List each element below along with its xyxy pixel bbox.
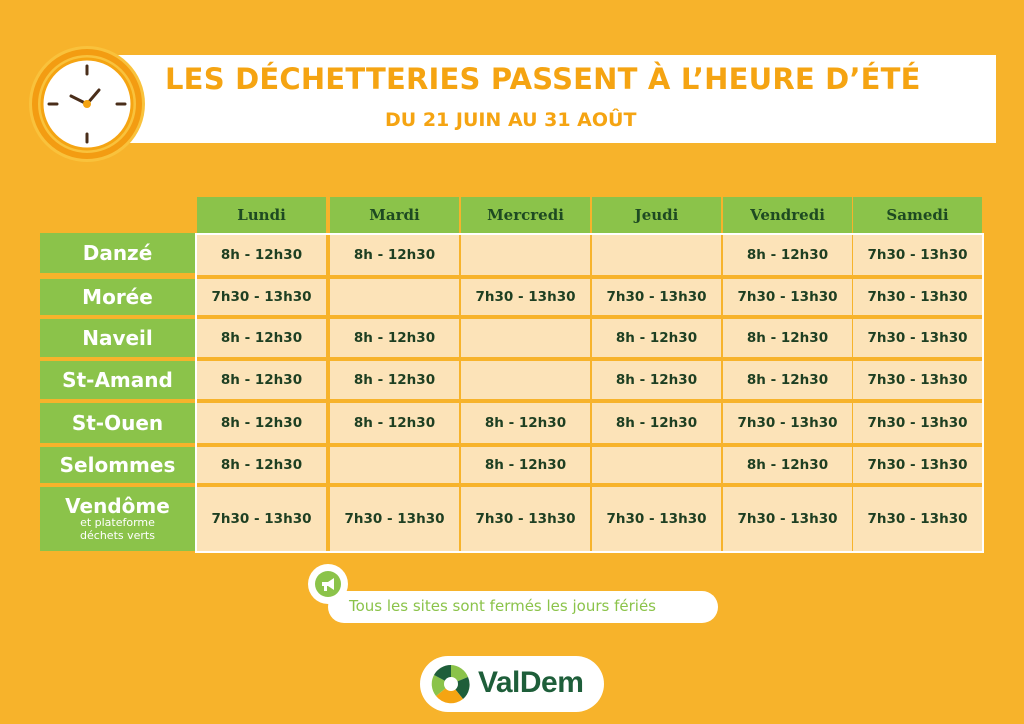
site-label: Naveil [40, 319, 195, 357]
schedule-cell: 8h - 12h30 [197, 235, 326, 275]
site-name: Morée [82, 284, 153, 309]
schedule-cell: 7h30 - 13h30 [197, 487, 326, 551]
schedule-cell: 7h30 - 13h30 [723, 487, 852, 551]
notice-text: Tous les sites sont fermés les jours fér… [349, 597, 656, 615]
clock-icon [27, 44, 147, 164]
site-note: et plateforme [80, 515, 155, 529]
schedule-cell: 7h30 - 13h30 [330, 487, 459, 551]
schedule-cell: 7h30 - 13h30 [197, 279, 326, 315]
day-header-mercredi: Mercredi [461, 197, 590, 233]
schedule-cell: 8h - 12h30 [197, 447, 326, 483]
schedule-table: Lundi Mardi Mercredi Jeudi Vendredi Samedi Dan… [40, 197, 984, 553]
site-name: Vendôme [65, 493, 170, 518]
site-name: St-Amand [62, 367, 173, 392]
schedule-grid: Lundi Mardi Mercredi Jeudi Vendredi Samedi Dan… [40, 197, 984, 553]
notice-pill [328, 591, 718, 623]
site-name: Danzé [82, 240, 153, 265]
megaphone-icon [308, 564, 348, 604]
day-header-mardi: Mardi [330, 197, 459, 233]
schedule-cell: 8h - 12h30 [461, 403, 590, 443]
site-label: Selommes [40, 447, 195, 483]
schedule-cell: 8h - 12h30 [592, 361, 721, 399]
day-header-vendredi: Vendredi [723, 197, 852, 233]
schedule-cell: 8h - 12h30 [197, 403, 326, 443]
day-header-jeudi: Jeudi [592, 197, 721, 233]
logo-text: ValDem [478, 666, 584, 699]
day-header-samedi: Samedi [853, 197, 982, 233]
site-name: Selommes [59, 452, 176, 477]
site-label: Danzé [40, 233, 195, 273]
schedule-cell [330, 447, 459, 483]
schedule-cell: 8h - 12h30 [723, 361, 852, 399]
schedule-cell: 7h30 - 13h30 [853, 447, 982, 483]
schedule-cell: 7h30 - 13h30 [461, 279, 590, 315]
schedule-cell [461, 235, 590, 275]
schedule-cell: 7h30 - 13h30 [853, 235, 982, 275]
site-label: St-Ouen [40, 403, 195, 443]
schedule-cell: 8h - 12h30 [330, 235, 459, 275]
schedule-cell: 8h - 12h30 [461, 447, 590, 483]
schedule-cell: 7h30 - 13h30 [853, 361, 982, 399]
site-note: déchets verts [80, 528, 155, 542]
site-label: Morée [40, 279, 195, 315]
schedule-cell: 7h30 - 13h30 [853, 487, 982, 551]
schedule-cell [592, 447, 721, 483]
schedule-cell [592, 235, 721, 275]
schedule-cell: 7h30 - 13h30 [461, 487, 590, 551]
valdem-logo-icon [430, 663, 472, 705]
site-label: St-Amand [40, 361, 195, 399]
schedule-cell: 8h - 12h30 [330, 403, 459, 443]
schedule-cell: 8h - 12h30 [592, 403, 721, 443]
schedule-cell: 8h - 12h30 [723, 235, 852, 275]
schedule-cell: 7h30 - 13h30 [723, 279, 852, 315]
schedule-cell [330, 279, 459, 315]
schedule-cell: 7h30 - 13h30 [723, 403, 852, 443]
schedule-cell: 7h30 - 13h30 [592, 279, 721, 315]
schedule-cell: 7h30 - 13h30 [592, 487, 721, 551]
schedule-cell: 8h - 12h30 [197, 319, 326, 357]
schedule-cell [461, 319, 590, 357]
schedule-cell: 7h30 - 13h30 [853, 403, 982, 443]
schedule-cell: 8h - 12h30 [197, 361, 326, 399]
page-subtitle: DU 21 JUIN AU 31 AOÛT [385, 109, 637, 131]
schedule-cell: 8h - 12h30 [723, 447, 852, 483]
site-name: St-Ouen [71, 410, 164, 435]
day-header-lundi: Lundi [197, 197, 326, 233]
header-banner [112, 55, 996, 143]
schedule-cell: 8h - 12h30 [592, 319, 721, 357]
schedule-cell: 8h - 12h30 [723, 319, 852, 357]
schedule-cell: 7h30 - 13h30 [853, 319, 982, 357]
schedule-cell [461, 361, 590, 399]
schedule-cell: 8h - 12h30 [330, 319, 459, 357]
schedule-cell: 7h30 - 13h30 [853, 279, 982, 315]
schedule-cell: 8h - 12h30 [330, 361, 459, 399]
page-title: LES DÉCHETTERIES PASSENT À L’HEURE D’ÉTÉ [165, 62, 921, 96]
site-label: Vendôme et plateforme déchets verts [40, 487, 195, 551]
site-name: Naveil [82, 325, 153, 350]
